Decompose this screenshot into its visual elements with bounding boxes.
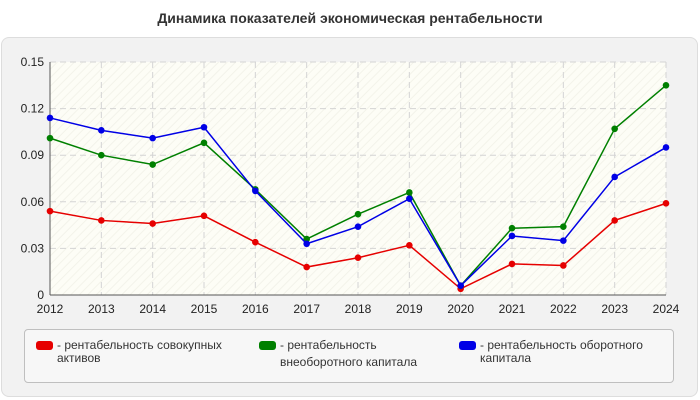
data-point: [149, 161, 156, 168]
data-point: [303, 240, 310, 248]
data-point: [406, 241, 413, 249]
x-tick-label: 2024: [653, 302, 680, 316]
x-tick-label: 2021: [499, 302, 526, 316]
series-2: [46, 114, 670, 289]
x-tick-label: 2012: [37, 302, 64, 316]
x-tick-label: 2019: [396, 302, 423, 316]
data-point: [560, 237, 567, 244]
legend-label-working-capital: - рентабельность оборотного капитала: [480, 339, 643, 365]
x-tick-label: 2013: [88, 302, 115, 316]
legend-item-total-assets: - рентабельность совокупных активов: [36, 339, 222, 365]
data-point: [354, 223, 362, 230]
data-point: [611, 217, 618, 224]
data-point: [508, 224, 516, 232]
data-point: [98, 127, 105, 134]
x-tick-label: 2018: [345, 302, 372, 316]
data-point: [303, 235, 310, 243]
data-point: [560, 262, 567, 269]
data-point: [98, 217, 105, 224]
data-point: [406, 189, 413, 196]
legend-label-total-assets: - рентабельность совокупных активов: [57, 339, 222, 365]
x-tick-label: 2022: [550, 302, 577, 316]
y-tick-label: 0.15: [21, 55, 45, 69]
x-tick-label: 2023: [601, 302, 628, 316]
data-point: [662, 144, 670, 151]
x-tick-label: 2016: [242, 302, 269, 316]
data-point: [46, 207, 54, 215]
data-point: [508, 260, 516, 268]
data-point: [149, 220, 156, 227]
data-point: [560, 223, 567, 230]
data-point: [46, 134, 54, 142]
data-point: [303, 263, 310, 271]
legend-label-working-capital-line-1: - рентабельность оборотного: [480, 338, 643, 352]
y-tick-label: 0.06: [21, 195, 45, 209]
data-point: [611, 173, 618, 181]
data-point: [406, 195, 413, 202]
legend-label-fixed-capital-line-1: - рентабельность: [280, 338, 377, 352]
legend-swatch-total-assets: [36, 341, 53, 350]
data-point: [354, 210, 362, 218]
series-0: [46, 200, 670, 293]
data-point: [200, 212, 208, 220]
y-tick-label: 0.09: [21, 148, 45, 162]
legend-label-fixed-capital-line-2: внеоборотного капитала: [280, 355, 417, 369]
data-point: [354, 254, 362, 262]
legend-label-total-assets-line-2: активов: [57, 351, 101, 365]
data-point: [457, 282, 464, 289]
legend-label-working-capital-line-2: капитала: [480, 351, 532, 365]
y-tick-label: 0.12: [21, 102, 45, 116]
x-tick-label: 2014: [139, 302, 166, 316]
data-point: [98, 151, 105, 159]
legend-item-working-capital: - рентабельность оборотного капитала: [459, 339, 643, 365]
legend-label-fixed-capital: - рентабельность внеоборотного капитала: [280, 339, 417, 369]
chart-title: Динамика показателей экономическая рента…: [157, 10, 543, 26]
data-point: [611, 125, 618, 133]
data-point: [662, 82, 670, 89]
y-tick-label: 0.03: [21, 241, 45, 255]
data-point: [200, 139, 208, 147]
series-1: [46, 82, 670, 289]
data-point: [200, 123, 208, 131]
legend-item-fixed-capital: - рентабельность внеоборотного капитала: [259, 339, 417, 369]
legend-label-total-assets-line-1: - рентабельность совокупных: [57, 338, 222, 352]
legend-swatch-working-capital: [459, 341, 476, 350]
data-point: [149, 134, 156, 142]
data-point: [252, 187, 259, 195]
y-tick-label: 0: [37, 288, 44, 302]
legend-swatch-fixed-capital: [259, 341, 276, 350]
x-tick-label: 2017: [293, 302, 320, 316]
data-point: [252, 238, 259, 246]
legend: - рентабельность совокупных активов - ре…: [24, 329, 674, 383]
x-tick-label: 2015: [191, 302, 218, 316]
data-point: [662, 200, 670, 207]
data-point: [508, 232, 516, 240]
x-tick-label: 2020: [447, 302, 474, 316]
data-point: [46, 114, 54, 122]
